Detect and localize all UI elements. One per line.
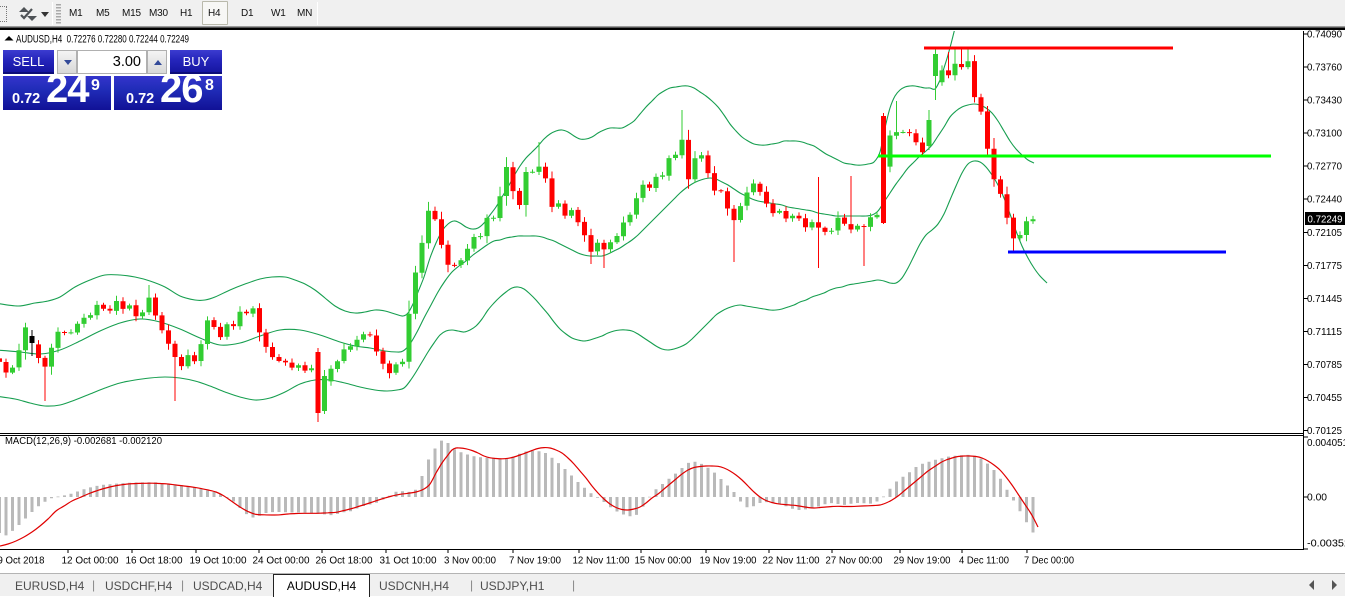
svg-text:0.72770: 0.72770 — [1307, 161, 1342, 173]
svg-text:9 Oct 2018: 9 Oct 2018 — [0, 555, 45, 567]
svg-text:AUDUSD,H4 0.72276 0.72280 0.7: AUDUSD,H4 0.72276 0.72280 0.72244 0.7224… — [16, 34, 189, 46]
svg-text:24 Oct 00:00: 24 Oct 00:00 — [253, 555, 310, 567]
svg-text:7 Nov 19:00: 7 Nov 19:00 — [509, 555, 561, 567]
svg-text:0.73100: 0.73100 — [1307, 128, 1342, 140]
svg-text:0.70455: 0.70455 — [1307, 392, 1342, 404]
svg-text:-0.00352: -0.00352 — [1307, 538, 1345, 550]
svg-text:0.74090: 0.74090 — [1307, 29, 1342, 41]
svg-text:4 Dec 11:00: 4 Dec 11:00 — [959, 555, 1009, 567]
svg-text:0.73430: 0.73430 — [1307, 95, 1342, 107]
svg-text:0.004051: 0.004051 — [1307, 437, 1345, 449]
svg-text:0.73760: 0.73760 — [1307, 62, 1342, 74]
svg-text:19 Nov 19:00: 19 Nov 19:00 — [700, 555, 757, 567]
svg-text:7 Dec 00:00: 7 Dec 00:00 — [1024, 555, 1074, 567]
svg-text:12 Oct 00:00: 12 Oct 00:00 — [62, 555, 119, 567]
svg-text:0.00: 0.00 — [1307, 492, 1327, 504]
svg-text:0.72105: 0.72105 — [1307, 227, 1342, 239]
svg-text:19 Oct 10:00: 19 Oct 10:00 — [190, 555, 247, 567]
svg-text:31 Oct 10:00: 31 Oct 10:00 — [380, 555, 437, 567]
svg-text:0.71115: 0.71115 — [1307, 326, 1342, 338]
svg-text:0.72249: 0.72249 — [1308, 213, 1343, 225]
svg-text:16 Oct 18:00: 16 Oct 18:00 — [126, 555, 183, 567]
svg-text:0.72440: 0.72440 — [1307, 194, 1342, 206]
svg-text:0.71775: 0.71775 — [1307, 260, 1342, 272]
svg-text:3 Nov 00:00: 3 Nov 00:00 — [444, 555, 496, 567]
svg-text:MACD(12,26,9) -0.002681 -0.002: MACD(12,26,9) -0.002681 -0.002120 — [5, 435, 162, 447]
svg-text:0.70785: 0.70785 — [1307, 359, 1342, 371]
svg-text:0.71445: 0.71445 — [1307, 293, 1342, 305]
svg-text:27 Nov 00:00: 27 Nov 00:00 — [826, 555, 883, 567]
svg-text:29 Nov 19:00: 29 Nov 19:00 — [894, 555, 951, 567]
svg-text:26 Oct 18:00: 26 Oct 18:00 — [316, 555, 373, 567]
svg-text:0.70125: 0.70125 — [1307, 425, 1342, 437]
svg-text:22 Nov 11:00: 22 Nov 11:00 — [763, 555, 820, 567]
svg-text:15 Nov 00:00: 15 Nov 00:00 — [635, 555, 692, 567]
svg-text:12 Nov 11:00: 12 Nov 11:00 — [573, 555, 630, 567]
